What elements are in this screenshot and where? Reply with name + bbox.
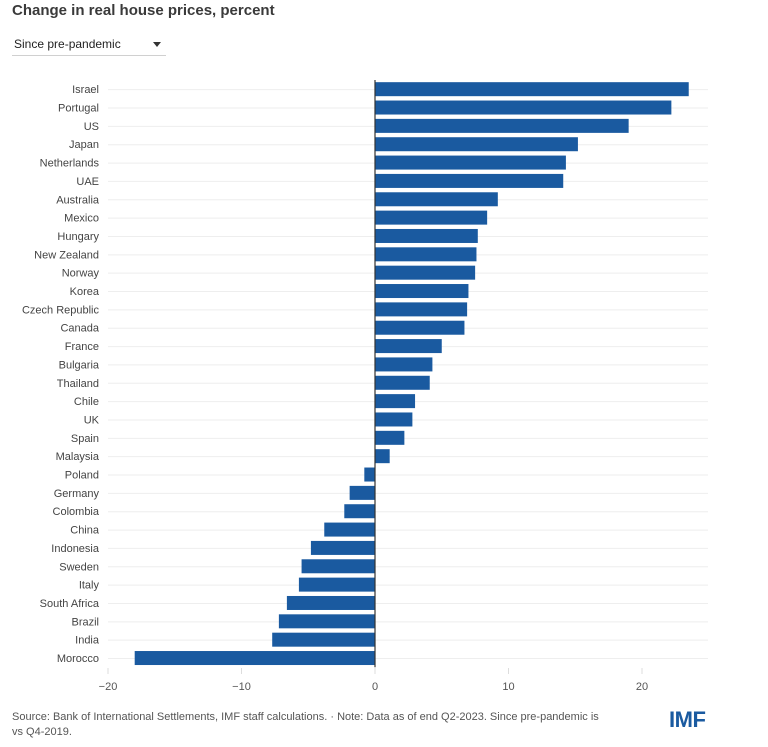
bar-south-africa[interactable] [286, 595, 375, 610]
bar-uae[interactable] [375, 173, 564, 188]
category-label: Malaysia [56, 451, 100, 463]
category-label: Mexico [64, 213, 99, 225]
bar-brazil[interactable] [278, 614, 375, 629]
category-label: New Zealand [34, 249, 99, 261]
bar-morocco[interactable] [134, 651, 375, 666]
category-label: Colombia [53, 506, 100, 518]
category-label: Netherlands [40, 158, 100, 170]
imf-logo: IMF [669, 707, 706, 732]
category-label: Brazil [71, 616, 99, 628]
category-label: Morocco [57, 653, 99, 665]
bar-netherlands[interactable] [375, 155, 566, 170]
bar-malaysia[interactable] [375, 449, 390, 464]
category-label: US [84, 121, 99, 133]
category-label: Poland [65, 470, 99, 482]
bar-us[interactable] [375, 118, 629, 133]
category-label: Czech Republic [22, 304, 100, 316]
bar-spain[interactable] [375, 430, 405, 445]
bar-indonesia[interactable] [310, 540, 375, 555]
bar-italy[interactable] [298, 577, 375, 592]
x-tick-label: 0 [372, 681, 378, 693]
x-axis-ticks: −20 −10 0 10 20 [99, 668, 648, 693]
category-label: Canada [60, 323, 99, 335]
bar-japan[interactable] [375, 137, 578, 152]
category-label: South Africa [40, 598, 100, 610]
x-tick-label: −20 [99, 681, 118, 693]
category-label: Hungary [57, 231, 99, 243]
bar-sweden[interactable] [301, 559, 375, 574]
bars-layer [134, 82, 689, 666]
x-tick-label: −10 [232, 681, 251, 693]
chart-title: Change in real house prices, percent [12, 2, 275, 19]
bar-israel[interactable] [375, 82, 689, 97]
category-label: Bulgaria [59, 359, 100, 371]
caret-down-icon [153, 42, 161, 47]
bar-poland[interactable] [364, 467, 375, 482]
category-label: Norway [62, 268, 100, 280]
category-label: Korea [70, 286, 100, 298]
category-label: India [75, 635, 100, 647]
category-label: France [65, 341, 99, 353]
bar-mexico[interactable] [375, 210, 488, 225]
bar-germany[interactable] [349, 485, 375, 500]
category-label: Indonesia [51, 543, 100, 555]
source-note: Source: Bank of International Settlement… [12, 711, 599, 738]
bar-new-zealand[interactable] [375, 247, 477, 262]
category-label: Australia [56, 194, 100, 206]
bar-norway[interactable] [375, 265, 476, 280]
bar-china[interactable] [324, 522, 375, 537]
x-tick-label: 10 [502, 681, 514, 693]
bar-korea[interactable] [375, 284, 469, 299]
bar-portugal[interactable] [375, 100, 672, 115]
bar-india[interactable] [272, 632, 375, 647]
category-label: Spain [71, 433, 99, 445]
category-label: Italy [79, 580, 100, 592]
category-label: Japan [69, 139, 99, 151]
bar-chile[interactable] [375, 394, 416, 409]
period-dropdown[interactable]: Since pre-pandemic [12, 35, 166, 56]
bar-chart: Israel Portugal US Japan Netherlands UAE Austr… [22, 80, 708, 693]
period-dropdown-value: Since pre-pandemic [14, 37, 121, 51]
category-label: Sweden [59, 561, 99, 573]
bar-thailand[interactable] [375, 375, 430, 390]
category-label: Israel [72, 84, 99, 96]
bar-hungary[interactable] [375, 228, 478, 243]
category-label: UAE [76, 176, 99, 188]
category-label: Chile [74, 396, 99, 408]
category-label: Portugal [58, 103, 99, 115]
category-label: China [70, 525, 100, 537]
bar-czech-republic[interactable] [375, 302, 468, 317]
bar-bulgaria[interactable] [375, 357, 433, 372]
bar-canada[interactable] [375, 320, 465, 335]
category-label: Thailand [57, 378, 99, 390]
category-labels: Israel Portugal US Japan Netherlands UAE Austr… [22, 84, 100, 665]
category-label: Germany [54, 488, 100, 500]
bar-france[interactable] [375, 339, 442, 354]
x-tick-label: 20 [636, 681, 648, 693]
bar-colombia[interactable] [344, 504, 375, 519]
category-label: UK [84, 414, 100, 426]
bar-uk[interactable] [375, 412, 413, 427]
bar-australia[interactable] [375, 192, 498, 207]
